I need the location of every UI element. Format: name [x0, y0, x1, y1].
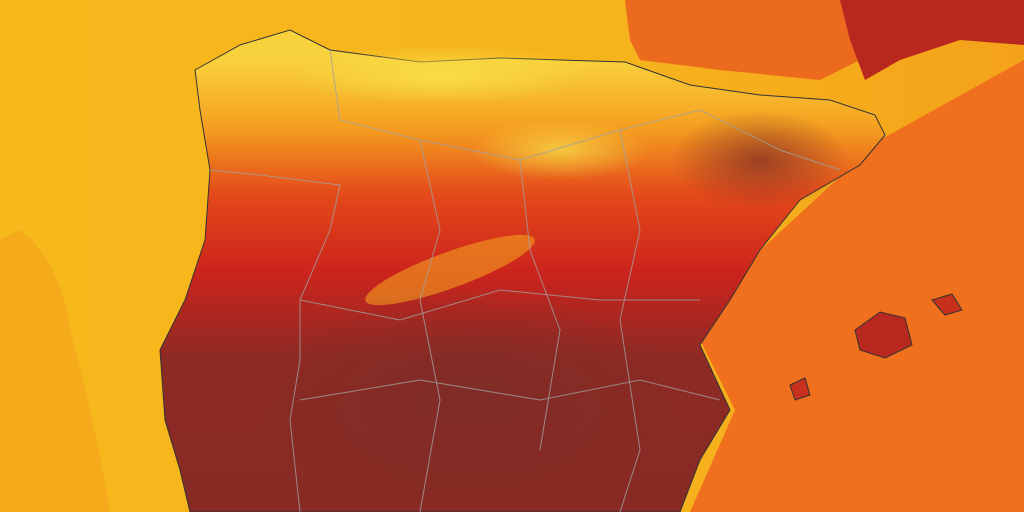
mountain-range: [365, 234, 535, 306]
border-line: [329, 49, 841, 171]
border-line: [519, 159, 561, 451]
region-borders: [209, 49, 841, 512]
border-line: [209, 169, 341, 512]
cool-north-area: [290, 45, 590, 105]
mediterranean-sea: [690, 60, 1024, 512]
hottest-area: [250, 290, 690, 510]
menorca: [931, 293, 963, 316]
mallorca: [854, 311, 913, 359]
border-line: [419, 139, 441, 512]
ebro-hot-area: [670, 110, 850, 210]
border-line: [299, 379, 721, 401]
france-hot-area: [840, 0, 1024, 80]
border-line: [299, 289, 700, 321]
border-line: [619, 129, 641, 512]
ocean-warm-area: [0, 230, 110, 512]
ibiza: [789, 377, 811, 401]
